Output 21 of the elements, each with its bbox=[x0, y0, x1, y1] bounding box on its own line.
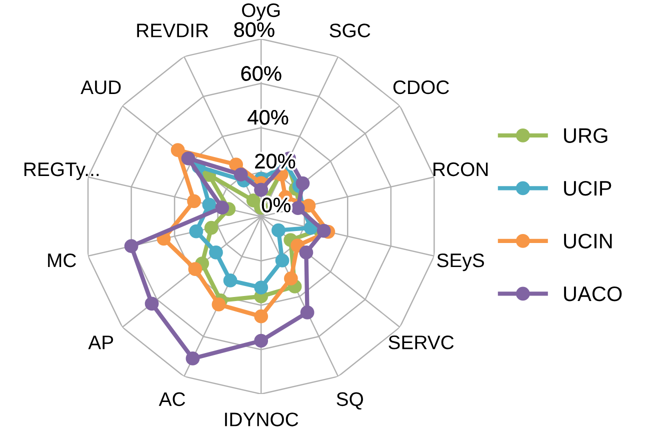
spoke-label: OyG bbox=[242, 3, 280, 21]
spoke-label: RCON bbox=[434, 162, 488, 176]
spoke-label: SGC bbox=[330, 24, 370, 38]
legend-label: UCIN bbox=[564, 234, 612, 248]
spoke-label: REGTy... bbox=[24, 162, 99, 180]
y-tick-label: 80% bbox=[234, 22, 274, 38]
spoke-label: CDOC bbox=[393, 80, 449, 94]
spoke-label: SEyS bbox=[437, 253, 484, 272]
legend-label: URG bbox=[564, 128, 608, 143]
spoke-label: MC bbox=[48, 253, 76, 268]
legend-label: UCIP bbox=[564, 180, 612, 196]
legend-label: UACO bbox=[564, 286, 622, 302]
spoke-label: SQ bbox=[336, 392, 363, 410]
y-tick-label: 60% bbox=[241, 66, 282, 81]
spoke-label: IDYNOC bbox=[225, 412, 298, 426]
spoke-label: AC bbox=[158, 392, 186, 406]
spoke-label: REVDIR bbox=[137, 24, 208, 38]
spoke-label: SERVC bbox=[388, 336, 454, 350]
spoke-label: AP bbox=[88, 336, 114, 350]
spoke-label: AUD bbox=[80, 80, 121, 94]
y-tick-label: 40% bbox=[248, 110, 288, 125]
